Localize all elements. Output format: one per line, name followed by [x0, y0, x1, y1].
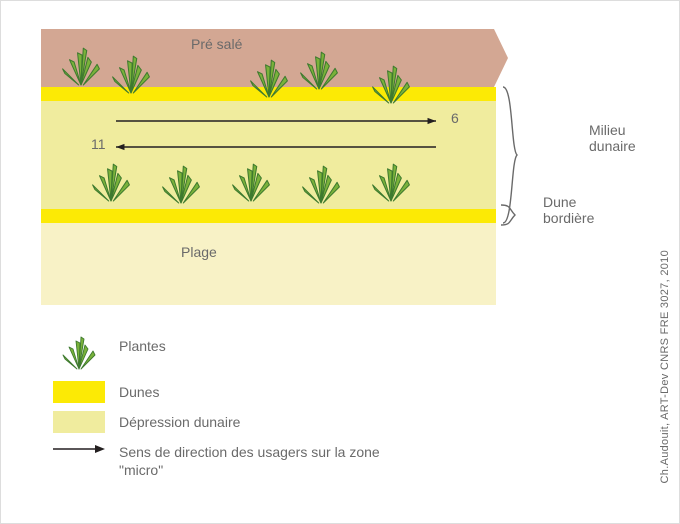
legend-arrow-label: Sens de direction des usagers sur la zon… [109, 441, 389, 479]
legend-dunes-swatch [49, 381, 109, 403]
svg-text:6: 6 [451, 110, 459, 126]
svg-text:Plage: Plage [181, 244, 217, 260]
svg-text:Dunebordière: Dunebordière [543, 194, 595, 226]
legend-plant-icon [49, 335, 109, 373]
legend-depression-label: Dépression dunaire [109, 411, 240, 431]
svg-text:Milieudunaire: Milieudunaire [589, 122, 636, 154]
legend-row-depression: Dépression dunaire [49, 411, 389, 433]
legend-arrow-icon [49, 441, 109, 457]
legend-depression-swatch [49, 411, 109, 433]
legend: Plantes Dunes Dépression dunaire Sens de… [49, 335, 389, 487]
legend-dunes-label: Dunes [109, 381, 159, 401]
svg-text:Pré salé: Pré salé [191, 36, 243, 52]
legend-row-dunes: Dunes [49, 381, 389, 403]
credit-text: Ch.Audouit, ART-Dev CNRS FRE 3027, 2010 [659, 250, 671, 483]
diagram-area: Pré salé Plage 6 11 Milieudunaire Dunebordièr… [41, 29, 651, 334]
svg-text:11: 11 [91, 136, 106, 152]
legend-plantes-label: Plantes [109, 335, 166, 355]
legend-row-arrow: Sens de direction des usagers sur la zon… [49, 441, 389, 479]
diagram-svg: Pré salé Plage 6 11 Milieudunaire Dunebordièr… [41, 29, 651, 329]
legend-row-plantes: Plantes [49, 335, 389, 373]
